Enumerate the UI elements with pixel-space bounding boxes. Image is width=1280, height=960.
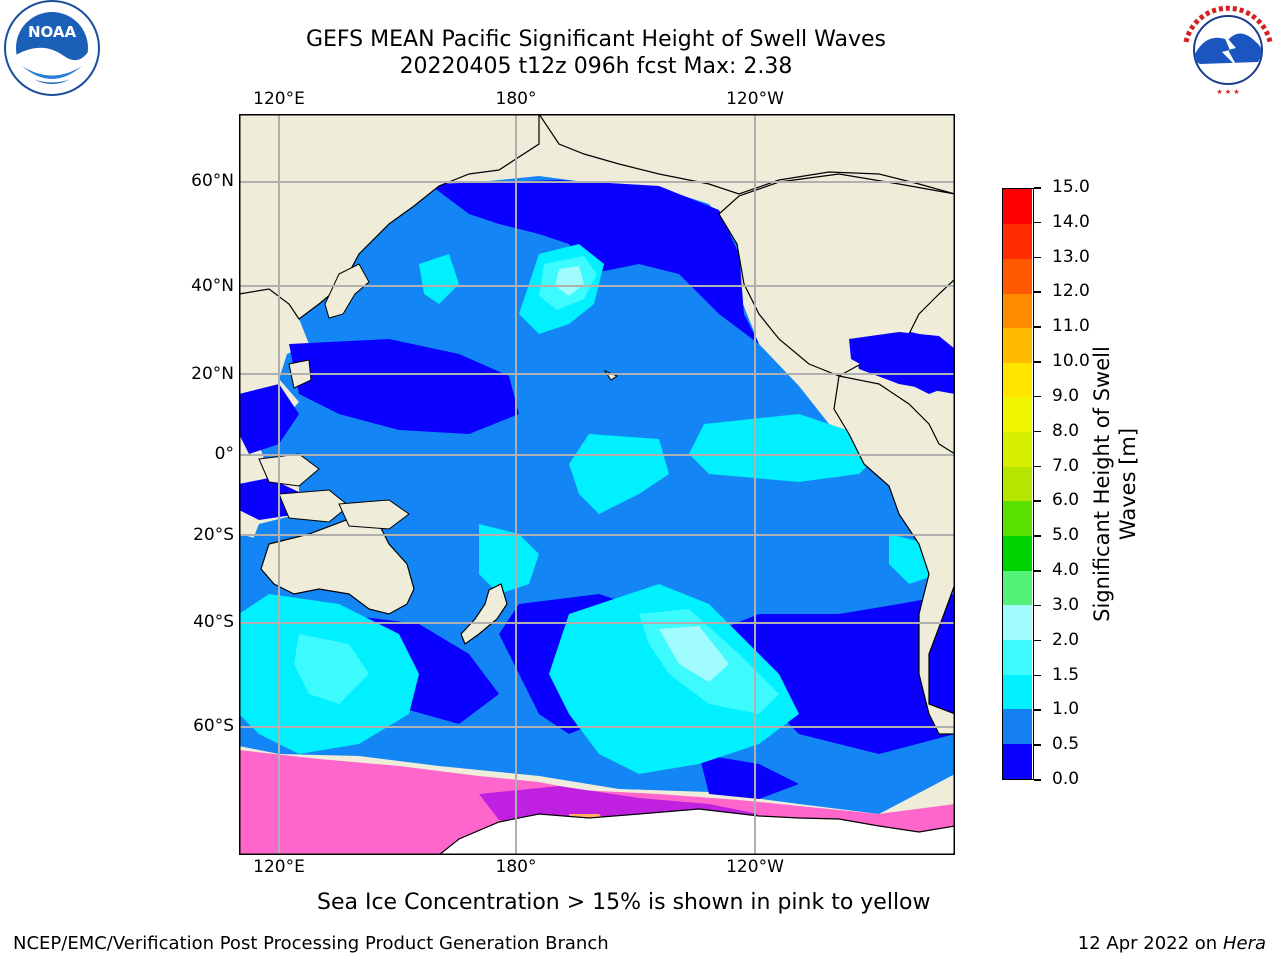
colorbar-tick-label: 13.0 (1052, 246, 1090, 267)
lat-label-60n: 60°N (191, 171, 234, 191)
colorbar-tick-label: 11.0 (1052, 316, 1090, 337)
colorbar-tick (1034, 535, 1041, 537)
lon-label-top-180: 180° (495, 89, 537, 109)
colorbar-tick (1034, 604, 1041, 607)
colorbar-segment (1003, 431, 1032, 467)
colorbar-segment (1003, 362, 1032, 398)
plot-subtitle: 20220405 t12z 096h fcst Max: 2.38 (399, 54, 793, 79)
colorbar-segment (1003, 258, 1032, 294)
colorbar-tick-label: 9.0 (1052, 385, 1080, 406)
lon-label-top-120w: 120°W (726, 89, 784, 109)
colorbar-tick-label: 7.0 (1052, 455, 1080, 476)
svg-text:★ ★ ★: ★ ★ ★ (1216, 88, 1239, 96)
colorbar-tick-label: 0.5 (1052, 734, 1080, 755)
colorbar-segment (1003, 674, 1032, 710)
colorbar-tick-label: 1.5 (1052, 664, 1080, 685)
colorbar-tick (1034, 361, 1041, 363)
colorbar-segment (1003, 396, 1032, 433)
graticule (239, 114, 955, 855)
colorbar-tick (1034, 744, 1041, 746)
colorbar-tick-label: 8.0 (1052, 420, 1080, 441)
noaa-logo-text: NOAA (28, 23, 77, 41)
lat-label-40n: 40°N (191, 276, 234, 296)
footer-date-text: 12 Apr 2022 on (1077, 933, 1223, 954)
map-panel (239, 114, 955, 855)
colorbar-tick-label: 2.0 (1052, 629, 1080, 650)
colorbar-tick (1034, 221, 1041, 224)
antarctica (438, 808, 955, 855)
north-america (718, 173, 955, 377)
colorbar-segment (1003, 535, 1032, 571)
colorbar-tick (1034, 326, 1041, 328)
colorbar-label-line1: Significant Height of Swell (1090, 346, 1114, 622)
colorbar-segment (1003, 189, 1032, 225)
swell-2.0-3.0-regions (555, 266, 729, 682)
colorbar-segment (1003, 708, 1032, 744)
colorbar-segment (1003, 466, 1032, 502)
new-zealand (460, 583, 508, 645)
colorbar-tick (1034, 639, 1041, 642)
map-frame (239, 114, 955, 855)
gulf-of-mexico (849, 332, 955, 394)
noaa-logo: NOAA (2, 0, 102, 100)
colorbar-segment (1003, 500, 1032, 537)
lon-label-top-120e: 120°E (253, 89, 305, 109)
nws-logo: ★ ★ ★ (1178, 2, 1278, 98)
colorbar (1002, 188, 1034, 780)
lat-label-60s: 60°S (193, 716, 234, 736)
lat-label-0: 0° (214, 444, 234, 464)
colorbar-tick-label: 10.0 (1052, 351, 1090, 372)
maritime-islands (258, 359, 410, 530)
lon-label-bottom-120w: 120°W (726, 857, 784, 877)
colorbar-tick-label: 4.0 (1052, 560, 1080, 581)
lat-label-20s: 20°S (193, 525, 234, 545)
lat-label-20n: 20°N (191, 364, 234, 384)
colorbar-tick-label: 12.0 (1052, 281, 1090, 302)
colorbar-label: Significant Height of Swell Waves [m] (1089, 284, 1141, 684)
colorbar-tick (1034, 465, 1041, 468)
colorbar-tick (1034, 674, 1041, 677)
colorbar-segment (1003, 743, 1032, 779)
colorbar-segment (1003, 327, 1032, 363)
footer-machine: Hera (1222, 933, 1266, 954)
colorbar-segment (1003, 223, 1032, 259)
colorbar-tick-label: 3.0 (1052, 594, 1080, 615)
colorbar-segment (1003, 639, 1032, 675)
colorbar-tick (1034, 187, 1041, 189)
south-america (833, 375, 955, 735)
colorbar-tick-label: 0.0 (1052, 769, 1080, 789)
footer-branch: NCEP/EMC/Verification Post Processing Pr… (13, 933, 609, 954)
colorbar-tick (1034, 500, 1041, 502)
footer-date: 12 Apr 2022 on Hera (1078, 933, 1266, 954)
colorbar-tick (1034, 395, 1041, 398)
plot-title: GEFS MEAN Pacific Significant Height of … (305, 27, 887, 52)
colorbar-tick (1034, 430, 1041, 433)
colorbar-tick (1034, 256, 1041, 259)
colorbar-tick (1034, 779, 1041, 781)
colorbar-tick-label: 14.0 (1052, 211, 1090, 232)
colorbar-segment (1003, 604, 1032, 640)
colorbar-tick-label: 6.0 (1052, 490, 1080, 511)
colorbar-tick-label: 5.0 (1052, 525, 1080, 546)
colorbar-segment (1003, 570, 1032, 606)
lon-label-bottom-120e: 120°E (253, 857, 305, 877)
japan (324, 263, 370, 319)
colorbar-label-line2: Waves [m] (1116, 427, 1140, 541)
lon-label-bottom-180: 180° (495, 857, 537, 877)
colorbar-tick-label: 15.0 (1052, 177, 1090, 197)
colorbar-segment (1003, 292, 1032, 329)
colorbar-tick (1034, 291, 1041, 293)
lat-label-40s: 40°S (193, 612, 234, 632)
colorbar-tick (1034, 709, 1041, 711)
colorbar-tick (1034, 570, 1041, 572)
sea-ice-caption: Sea Ice Concentration > 15% is shown in … (317, 890, 931, 915)
colorbar-tick-label: 1.0 (1052, 699, 1080, 720)
